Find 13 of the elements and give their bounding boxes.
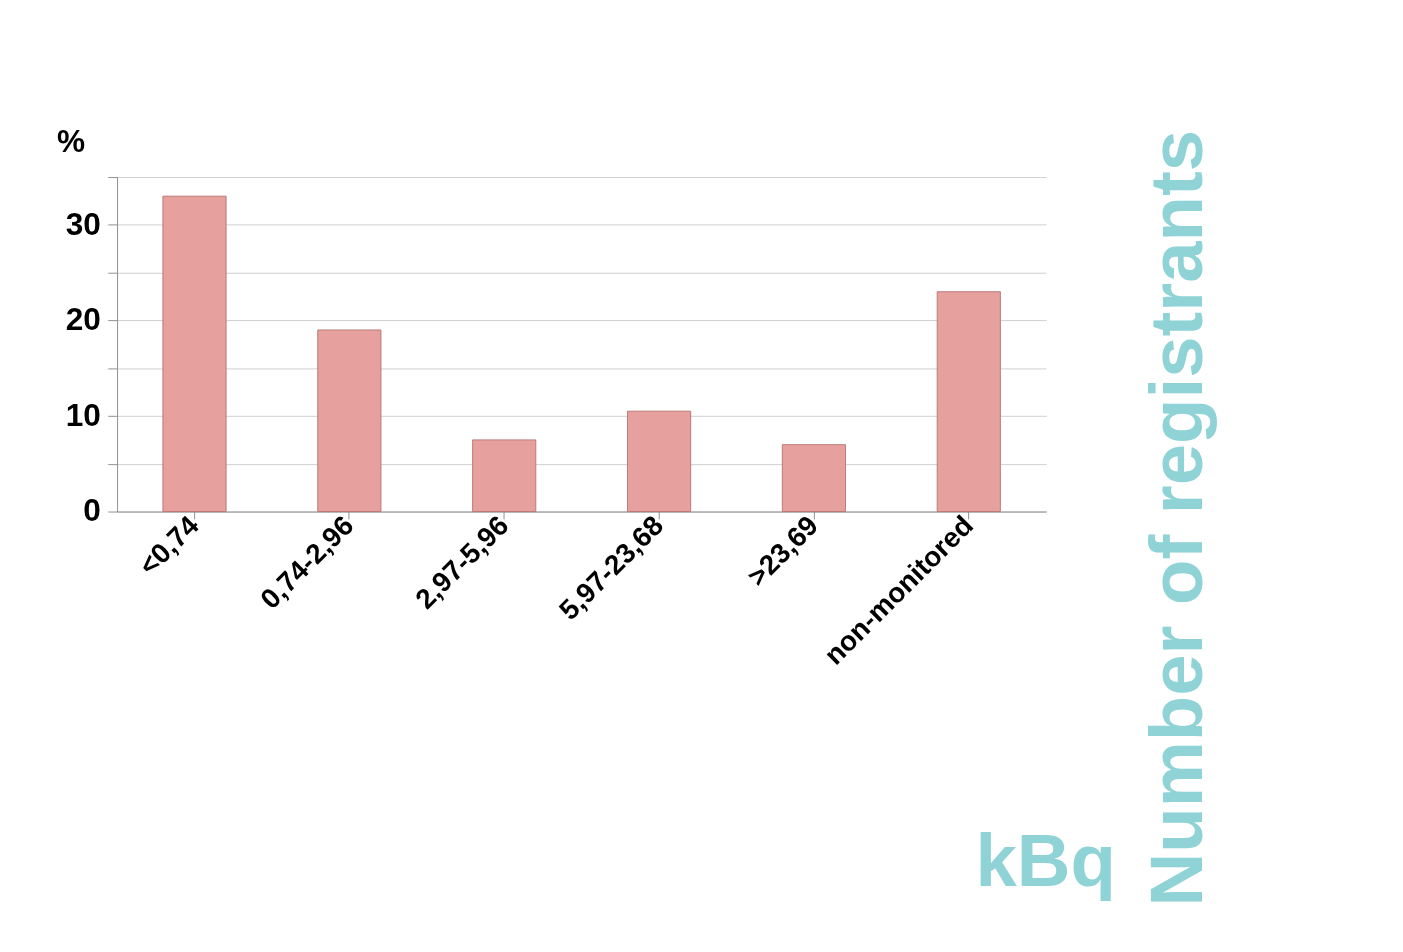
- bar: [627, 410, 692, 513]
- y-axis-title: %: [57, 123, 86, 160]
- bar: [162, 195, 227, 513]
- y-tick-label: 10: [65, 396, 101, 433]
- y2-axis-title: Number of registrants: [1135, 129, 1219, 907]
- bar: [472, 439, 537, 513]
- y-tick-label: 30: [65, 205, 101, 242]
- x-axis-title: kBq: [975, 819, 1116, 902]
- y-tick-label: 0: [83, 492, 101, 529]
- y-tick-label: 20: [65, 301, 101, 338]
- bar: [781, 444, 846, 513]
- bar: [317, 329, 382, 513]
- bar: [936, 291, 1001, 513]
